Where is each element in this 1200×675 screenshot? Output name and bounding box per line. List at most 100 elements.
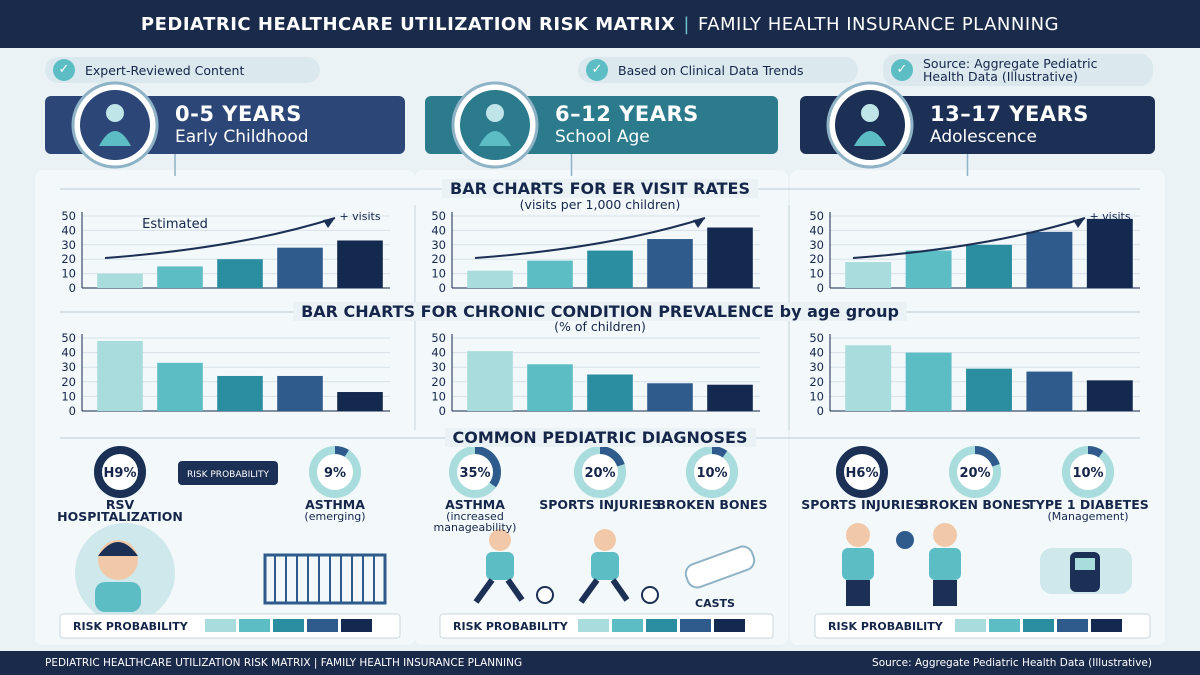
illus-head [846, 523, 870, 547]
bar [647, 239, 693, 288]
risk-label: RISK PROBABILITY [453, 620, 569, 633]
annotation: Estimated [142, 217, 208, 232]
y-tick-label: 0 [817, 404, 824, 418]
section-title: BAR CHARTS FOR CHRONIC CONDITION PREVALE… [0, 302, 1200, 321]
diagnosis-name: BROKEN BONES [919, 497, 1031, 512]
illus-head [594, 529, 616, 551]
donut-arc [974, 446, 1000, 467]
illus-shirt [95, 582, 141, 612]
donut-label: 20% [584, 466, 615, 481]
bar [467, 351, 513, 411]
risk-swatch [239, 619, 270, 632]
y-tick-label: 40 [809, 346, 824, 360]
y-tick-label: 0 [817, 281, 824, 295]
donut-arc [1087, 446, 1104, 458]
footer: PEDIATRIC HEALTHCARE UTILIZATION RISK MA… [0, 651, 1200, 675]
diagnosis-name: BROKEN BONES [656, 497, 768, 512]
diagnosis-name: ASTHMA [305, 497, 365, 512]
age-name: Early Childhood [175, 127, 309, 147]
arrow-head [693, 218, 705, 228]
bar [527, 260, 573, 288]
illus-head [933, 523, 957, 547]
ribbon-text: RISK PROBABILITY [187, 470, 269, 480]
trend-arrow [104, 217, 336, 259]
y-tick-label: 10 [431, 267, 446, 281]
diagnosis-label: BROKEN BONES [910, 497, 1040, 512]
donut-label: 20% [959, 466, 990, 481]
y-tick-label: 30 [809, 238, 824, 252]
diagnosis-label: RSV HOSPITALIZATION [55, 498, 185, 523]
bar [966, 244, 1012, 288]
diagnosis-note: (Management) [1047, 510, 1129, 523]
y-tick-label: 10 [61, 389, 76, 403]
diagnosis-label: ASTHMA (emerging) [270, 497, 400, 523]
crib [263, 553, 387, 605]
illus-legs [473, 578, 525, 604]
donut-label: 9% [324, 466, 346, 481]
bar [905, 352, 952, 411]
y-tick-label: 0 [69, 281, 76, 295]
bar [1026, 231, 1073, 288]
risk-swatch [646, 619, 677, 632]
bar [1026, 371, 1073, 411]
annotation: + visits [339, 210, 380, 223]
age-name: Adolescence [930, 127, 1037, 147]
footer-right: Source: Aggregate Pediatric Health Data … [872, 657, 1152, 669]
age-range: 13–17 YEARS [930, 102, 1089, 126]
risk-swatch [341, 619, 372, 632]
risk-swatch [955, 619, 986, 632]
bar [647, 383, 693, 411]
illus-shirt [591, 552, 619, 580]
illus-legs [578, 578, 630, 604]
diagnosis-note: (emerging) [304, 510, 366, 523]
illus-shirt [486, 552, 514, 580]
risk-swatch [1091, 619, 1122, 632]
y-tick-label: 50 [809, 209, 824, 223]
bar [277, 247, 323, 288]
bar [587, 250, 633, 288]
diagnosis-name: SPORTS INJURIES [801, 497, 923, 512]
ball [536, 586, 554, 604]
age-card: 6–12 YEARS School Age [425, 96, 778, 154]
y-tick-label: 10 [809, 267, 824, 281]
y-tick-label: 40 [431, 223, 446, 237]
trend-arrow [852, 217, 1086, 259]
section-subtitle: (% of children) [554, 319, 646, 334]
y-tick-label: 10 [61, 267, 76, 281]
bar [845, 262, 892, 288]
age-name: School Age [555, 127, 650, 147]
donut-arc [334, 446, 349, 457]
bar [467, 270, 513, 288]
arrow-head [323, 218, 335, 228]
risk-swatch [1023, 619, 1054, 632]
badge-text: Expert-Reviewed Content [85, 62, 245, 78]
badge-text: Based on Clinical Data Trends [618, 62, 804, 78]
y-tick-label: 30 [431, 238, 446, 252]
bar [707, 384, 753, 411]
y-tick-label: 10 [809, 389, 824, 403]
diagnosis-name: SPORTS INJURIES [539, 497, 661, 512]
risk-swatch [578, 619, 609, 632]
donut-arc [474, 446, 501, 488]
ribbon [178, 461, 278, 485]
section-title-text: BAR CHARTS FOR ER VISIT RATES [442, 179, 758, 198]
separator: | [683, 13, 690, 35]
y-tick-label: 40 [61, 346, 76, 360]
illus-hair [98, 542, 138, 556]
diagnosis-label: ASTHMA (increased manageability) [410, 497, 540, 533]
bar [337, 392, 383, 411]
y-tick-label: 50 [61, 331, 76, 345]
meter-screen [1075, 558, 1095, 570]
section-title-text: COMMON PEDIATRIC DIAGNOSES [444, 428, 756, 447]
donut-ring [94, 446, 146, 498]
badge: ✓ Expert-Reviewed Content [45, 57, 320, 83]
diagnosis-name: ASTHMA [445, 497, 505, 512]
donut-label: 10% [1072, 466, 1103, 481]
diagnosis-name: TYPE 1 DIABETES [1027, 497, 1149, 512]
section-title: BAR CHARTS FOR ER VISIT RATES [0, 179, 1200, 198]
bar [217, 375, 263, 411]
bar [337, 240, 383, 288]
y-tick-label: 40 [809, 223, 824, 237]
